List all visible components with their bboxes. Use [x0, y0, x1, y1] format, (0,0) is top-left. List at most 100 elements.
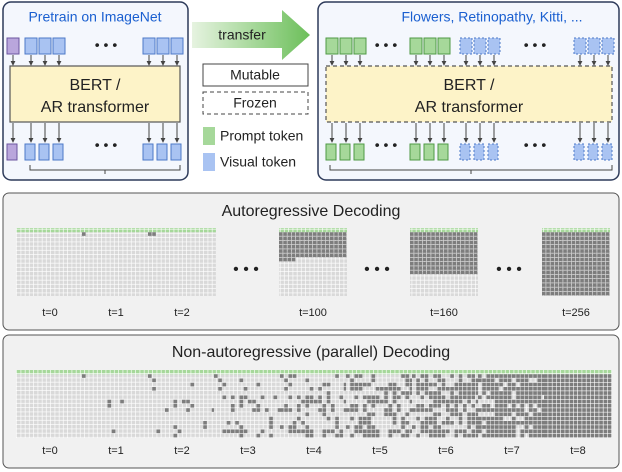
- decoded-cell: [226, 429, 231, 434]
- decoded-cell: [441, 433, 446, 438]
- token: [142, 143, 154, 161]
- grid-prompt-row: [82, 370, 150, 375]
- decoded-cell: [300, 245, 304, 249]
- model-box: [9, 65, 181, 123]
- decoded-cell: [559, 257, 563, 262]
- decoded-cell: [550, 262, 555, 266]
- decoded-cell: [388, 404, 393, 408]
- step-label: t=8: [570, 445, 586, 457]
- decoded-cell: [339, 433, 344, 438]
- decoded-cell: [458, 387, 463, 391]
- decoded-cell: [595, 408, 599, 412]
- decoded-cell: [593, 240, 597, 245]
- grid-cells: [82, 374, 150, 438]
- decoded-cell: [397, 395, 401, 400]
- decoded-cell: [597, 279, 601, 283]
- decoded-cell: [542, 253, 546, 258]
- decoded-cell: [573, 378, 578, 383]
- decoded-cell: [473, 262, 478, 266]
- decoded-cell: [573, 382, 578, 387]
- decoded-cell: [325, 240, 330, 245]
- decoded-cell: [584, 279, 589, 283]
- decoded-cell: [605, 287, 610, 292]
- decoded-cell: [548, 399, 552, 404]
- legend-swatch: [203, 153, 215, 171]
- decoded-cell: [437, 395, 442, 400]
- decoded-cell: [499, 408, 503, 412]
- decoded-cell: [429, 429, 433, 434]
- decoded-cell: [414, 245, 418, 249]
- decoded-cell: [297, 395, 301, 400]
- decoded-cell: [529, 374, 533, 378]
- decoded-cell: [371, 425, 376, 429]
- decoded-cell: [461, 232, 465, 236]
- decoded-cell: [437, 378, 442, 383]
- decoded-cell: [533, 416, 537, 421]
- decoded-cell: [507, 429, 512, 434]
- decoded-cell: [588, 262, 593, 266]
- decoded-cell: [321, 236, 326, 241]
- decoded-cell: [409, 429, 414, 434]
- decoded-cell: [542, 240, 546, 245]
- decoded-cell: [322, 382, 327, 387]
- model-label: AR transformer: [41, 99, 150, 116]
- decoded-cell: [350, 387, 354, 391]
- decoded-cell: [586, 378, 591, 383]
- decoded-cell: [482, 433, 486, 438]
- decoded-cell: [439, 232, 444, 236]
- decoded-cell: [556, 425, 561, 429]
- decoded-cell: [607, 374, 612, 378]
- decoded-cell: [284, 378, 288, 383]
- decoded-cell: [544, 408, 548, 412]
- decoded-cell: [576, 287, 580, 292]
- decoded-cell: [288, 408, 293, 412]
- decoded-cell: [414, 240, 418, 245]
- decoded-cell: [300, 249, 304, 253]
- decoded-cell: [318, 399, 322, 404]
- decoded-cell: [541, 425, 546, 429]
- decoded-cell: [495, 382, 499, 387]
- decoded-cell: [292, 374, 297, 378]
- decoded-cell: [433, 412, 437, 417]
- decoded-cell: [82, 374, 86, 378]
- decoded-cell: [582, 429, 586, 434]
- decoded-cell: [507, 387, 512, 391]
- decoded-cell: [414, 270, 418, 275]
- decoded-cell: [588, 283, 593, 287]
- decoded-cell: [435, 262, 440, 266]
- decoded-cell: [409, 399, 414, 404]
- decoded-cell: [597, 274, 601, 279]
- decoded-cell: [471, 421, 476, 425]
- decoded-cell: [235, 421, 239, 425]
- decoded-cell: [308, 245, 313, 249]
- decoded-cell: [603, 399, 608, 404]
- decoded-cell: [507, 433, 512, 438]
- decoded-cell: [392, 416, 397, 421]
- decoded-cell: [507, 378, 512, 383]
- decoded-cell: [588, 249, 593, 253]
- decoded-cell: [533, 412, 537, 417]
- decoded-cell: [593, 253, 597, 258]
- decoded-cell: [537, 374, 542, 378]
- decoded-cell: [148, 232, 152, 236]
- token: [156, 143, 168, 161]
- decoded-cell: [550, 270, 555, 275]
- decoded-cell: [475, 412, 480, 417]
- decoded-cell: [475, 425, 480, 429]
- finetune-title: Flowers, Retinopathy, Kitti, ...: [401, 9, 582, 25]
- decoded-cell: [559, 236, 563, 241]
- decoded-cell: [542, 236, 546, 241]
- decoded-cell: [331, 429, 335, 434]
- decoded-cell: [416, 391, 420, 395]
- decoded-cell: [450, 387, 454, 391]
- decoded-cell: [107, 399, 112, 404]
- decoded-cell: [463, 408, 467, 412]
- decoded-cell: [452, 249, 457, 253]
- decoded-cell: [410, 262, 414, 266]
- decoded-cell: [363, 404, 367, 408]
- decoded-cell: [599, 416, 603, 421]
- decoded-cell: [248, 399, 252, 404]
- decoded-cell: [495, 395, 499, 400]
- decoded-cell: [297, 416, 301, 421]
- decoded-cell: [565, 395, 569, 400]
